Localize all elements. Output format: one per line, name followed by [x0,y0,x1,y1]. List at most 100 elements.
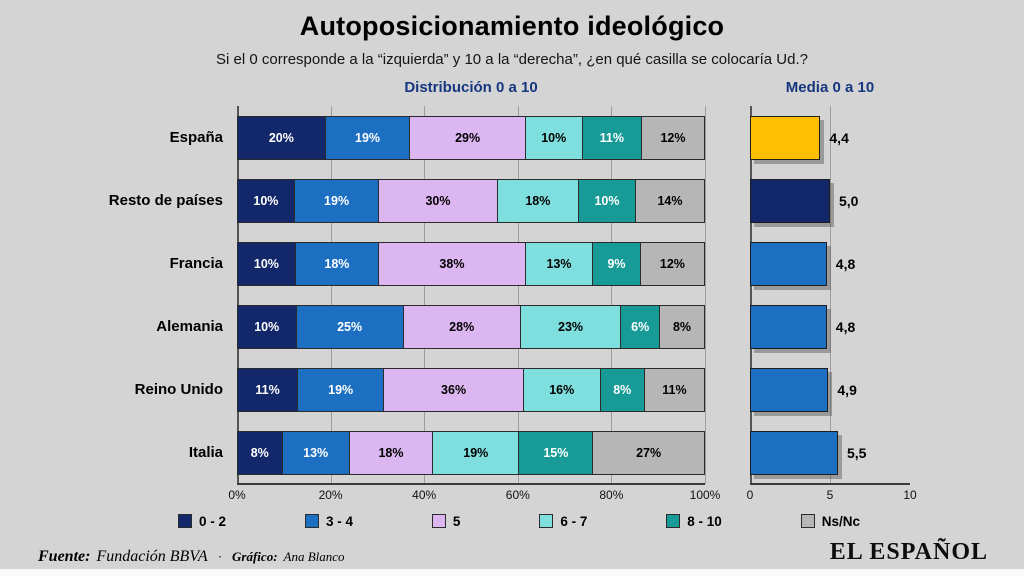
dist-x-tick: 100% [689,488,721,502]
legend: 0 - 2 3 - 4 5 6 - 7 8 - 10 Ns/Nc [178,511,860,531]
segment-6-7: 13% [524,241,594,286]
segment-0-2: 10% [237,178,295,223]
media-bar-cell: 5,5 [750,430,985,475]
dist-gridline [424,106,426,484]
chart-row-espa-a: España 20% 19% 29% 10% 11% 12% 4,4 [0,106,1024,169]
segment-0-2: 10% [237,304,297,349]
source-value: Fundación BBVA [96,548,208,565]
credit-label: Gráfico: [232,549,278,564]
segment-6-7: 19% [432,430,520,475]
media-bar [750,304,827,349]
segment-3-4: 18% [294,241,380,286]
category-label: España [169,129,223,146]
segment-5: 30% [378,178,498,223]
media-value: 4,8 [835,255,856,272]
category-label: Francia [169,255,223,272]
segment-8-10: 15% [518,430,594,475]
segment-6-7: 16% [522,367,601,412]
segment-5: 29% [409,115,526,160]
media-gridline [830,106,831,484]
legend-item: 6 - 7 [539,514,587,529]
media-bar [750,241,827,286]
section-titles: Distribución 0 a 10 Media 0 a 10 [0,79,1024,106]
media-value: 4,9 [837,381,857,398]
legend-item: 3 - 4 [304,513,353,529]
footer: Fuente: Fundación BBVA · Gráfico: Ana Bl… [0,536,1024,566]
bottom-strip [0,569,1024,576]
media-value: 5,5 [847,444,867,461]
legend-label: 0 - 2 [199,513,227,529]
segment-ns-nc: 12% [639,241,705,286]
segment-3-4: 19% [324,115,411,160]
stacked-bar: 11% 19% 36% 16% 8% 11% [237,367,706,412]
chart-row-reino-unido: Reino Unido 11% 19% 36% 16% 8% 11% 4,9 [0,358,1024,421]
media-bar [750,115,821,160]
media-bar [750,430,838,475]
legend-item: 8 - 10 [666,514,722,529]
legend-label: 8 - 10 [687,513,722,529]
header: Autoposicionamiento ideológico Si el 0 c… [0,0,1024,68]
legend-item: 0 - 2 [178,514,226,529]
media-bar-cell: 4,8 [750,304,985,349]
chart-row-francia: Francia 10% 18% 38% 13% 9% 12% 4,8 [0,232,1024,295]
segment-3-4: 13% [281,430,350,475]
media-gridline [750,106,752,484]
dist-x-tick: 40% [412,488,437,502]
dist-x-tick: 80% [599,488,624,502]
segment-8-10: 10% [578,178,636,223]
segment-0-2: 10% [237,241,296,286]
segment-0-2: 8% [237,430,283,475]
stacked-bar: 10% 19% 30% 18% 10% 14% [237,178,706,223]
legend-swatch [800,514,815,528]
distribution-chart-title: Distribución 0 a 10 [404,79,538,96]
segment-6-7: 10% [524,115,583,160]
media-x-tick: 10 [903,488,917,502]
credit-value: Ana Blanco [283,549,345,564]
segment-8-10: 8% [599,367,645,412]
stacked-bar: 10% 18% 38% 13% 9% 12% [237,241,705,286]
chart-plot-area: España 20% 19% 29% 10% 11% 12% 4,4 Resto de país… [0,106,1024,485]
legend-label: 3 - 4 [325,513,353,529]
x-axis-ticks: 0% 20% 40% 60% 80% 100% 0 5 10 [0,484,1024,504]
media-bar-cell: 4,8 [750,241,985,286]
chart-row-italia: Italia 8% 13% 18% 19% 15% 27% 5,5 [0,421,1024,484]
source-label: Fuente: [38,548,91,565]
dist-gridline [611,106,613,484]
segment-0-2: 11% [237,367,299,412]
legend-swatch [539,514,554,528]
segment-ns-nc: 27% [592,430,706,475]
chart-row-alemania: Alemania 10% 25% 28% 23% 6% 8% 4,8 [0,295,1024,358]
separator-dot: · [217,549,223,564]
dist-gridline [330,106,332,484]
media-x-tick: 5 [826,488,834,502]
legend-item: Ns/Nc [800,513,860,529]
dist-x-tick: 0% [228,488,246,502]
segment-ns-nc: 8% [658,304,706,349]
segment-5: 28% [402,304,521,349]
category-label: Alemania [156,318,223,335]
dist-axis-line [237,483,705,485]
legend-label: 5 [452,513,461,529]
dist-x-tick: 60% [505,488,530,502]
media-chart-title: Media 0 a 10 [785,79,875,96]
segment-0-2: 20% [237,115,326,160]
segment-3-4: 19% [297,367,385,412]
media-bar-cell: 4,9 [750,367,985,412]
media-value: 5,0 [839,192,859,209]
chart-row-resto-de-pa-ses: Resto de países 10% 19% 30% 18% 10% 14% 5,0 [0,169,1024,232]
legend-label: Ns/Nc [821,513,860,529]
source-credit: Fuente: Fundación BBVA · Gráfico: Ana Bl… [38,548,345,566]
media-bar [750,178,830,223]
segment-8-10: 11% [581,115,642,160]
page-title: Autoposicionamiento ideológico [299,11,725,41]
segment-3-4: 19% [293,178,380,223]
dist-gridline [705,106,706,484]
legend-label: 6 - 7 [560,513,588,529]
dist-gridline [517,106,519,484]
segment-ns-nc: 11% [643,367,706,412]
segment-5: 36% [383,367,524,412]
segment-3-4: 25% [295,304,404,349]
stacked-bar: 8% 13% 18% 19% 15% 27% [237,430,706,475]
category-label: Reino Unido [134,381,223,398]
